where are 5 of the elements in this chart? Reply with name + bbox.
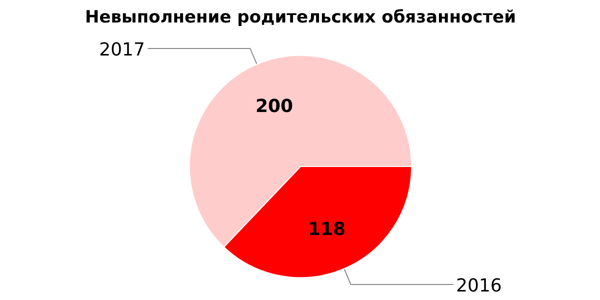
data-label: 200 <box>255 96 294 117</box>
data-label: 118 <box>308 219 346 240</box>
chart-title: Невыполнение родительских обязанностей <box>85 8 516 28</box>
slice-label: 2017 <box>99 39 145 60</box>
slice-label: 2016 <box>456 276 502 297</box>
